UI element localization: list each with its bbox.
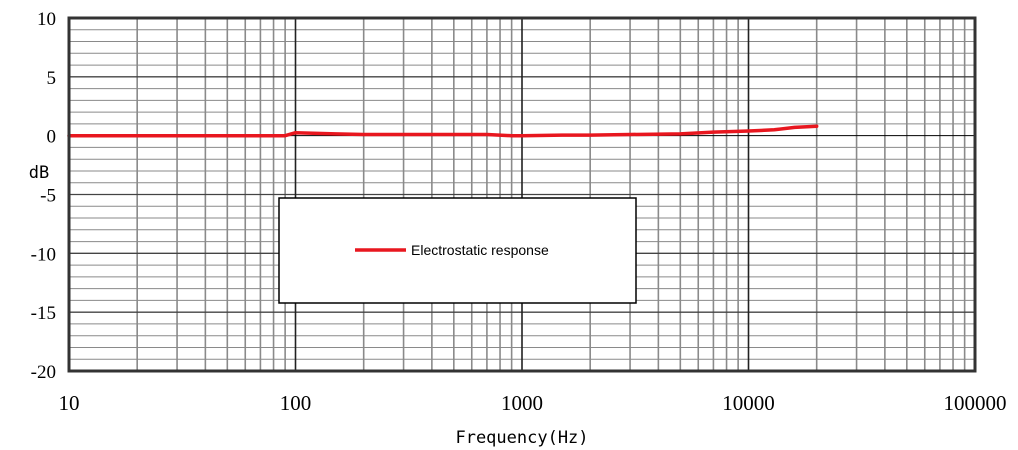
legend-box <box>278 197 637 304</box>
x-tick-label: 10000 <box>722 391 775 415</box>
y-axis-label: dB <box>29 163 49 183</box>
x-tick-label: 100 <box>280 391 312 415</box>
x-tick-label: 10 <box>59 391 80 415</box>
x-axis-label: Frequency(Hz) <box>455 428 588 448</box>
y-tick-label: -15 <box>31 303 56 324</box>
series-layer <box>67 124 819 138</box>
legend: Electrostatic response <box>278 197 637 304</box>
y-tick-label: -5 <box>40 186 56 207</box>
y-tick-label: 5 <box>47 68 57 89</box>
y-tick-label: 0 <box>47 127 57 148</box>
legend-label: Electrostatic response <box>411 242 549 258</box>
series-line-electrostatic-response <box>67 124 819 138</box>
x-tick-label: 1000 <box>501 391 543 415</box>
y-tick-labels: 10 5 0 -5 -10 -15 -20 <box>31 9 56 383</box>
plot-frame <box>67 16 977 373</box>
x-tick-label: 100000 <box>944 391 1007 415</box>
y-tick-label: 10 <box>37 9 56 30</box>
y-tick-label: -10 <box>31 244 56 265</box>
y-tick-label: -20 <box>31 362 56 383</box>
x-tick-labels: 10 100 1000 10000 100000 <box>59 391 1007 415</box>
